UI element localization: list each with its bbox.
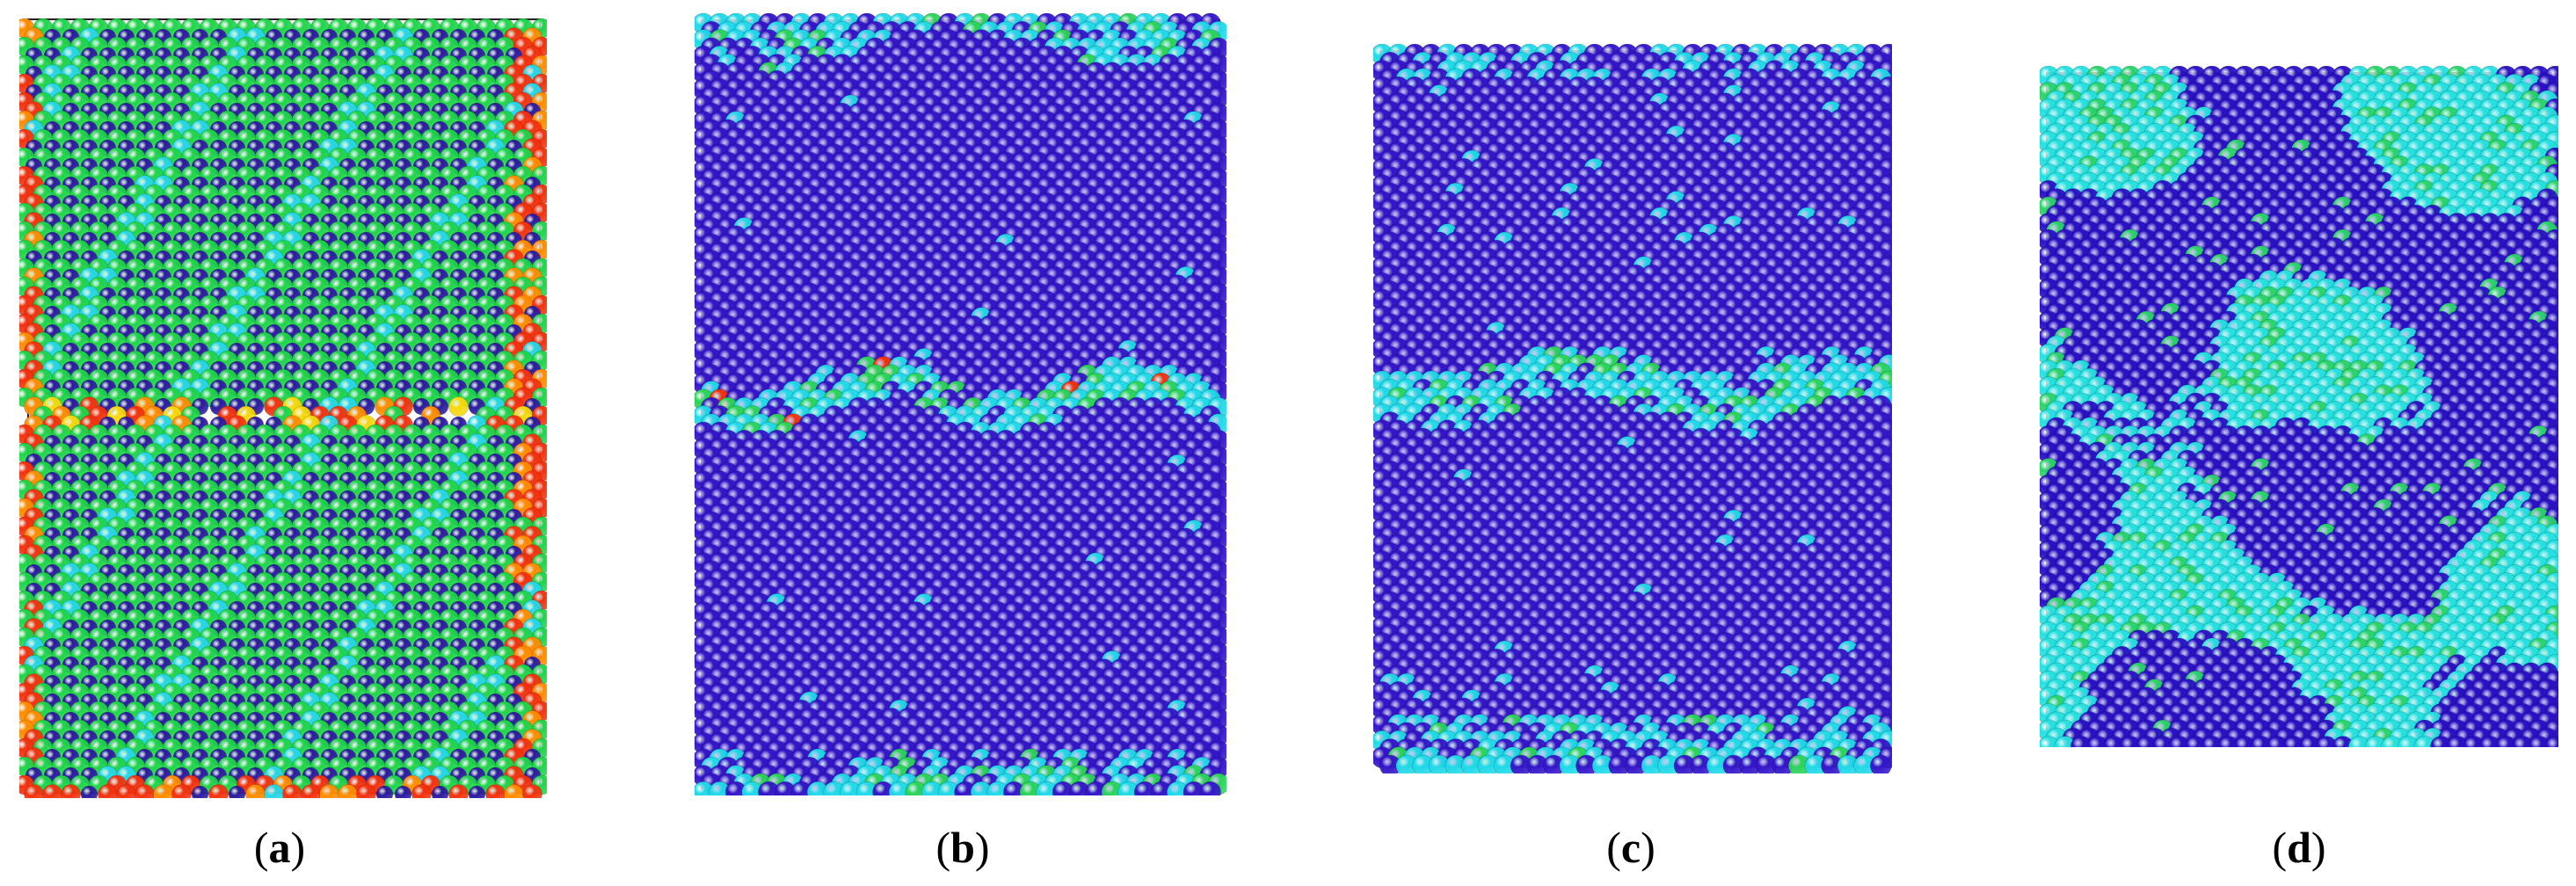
panel-b-atomistic-snapshot bbox=[695, 13, 1226, 795]
panel-a-image bbox=[19, 18, 547, 798]
atom bbox=[448, 396, 469, 417]
panel-b-image bbox=[695, 13, 1226, 795]
panel-a-caption: (a) bbox=[253, 823, 306, 872]
panel-a-atomistic-snapshot bbox=[19, 16, 547, 798]
